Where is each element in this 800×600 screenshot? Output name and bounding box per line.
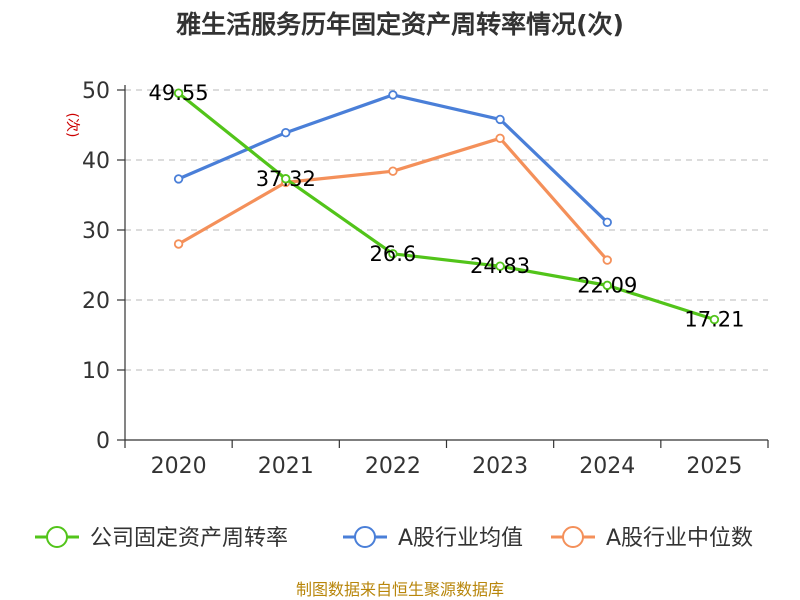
legend-label: A股行业中位数	[606, 526, 753, 551]
legend-swatch-marker	[46, 526, 68, 548]
grid-lines	[125, 89, 768, 371]
x-tick-label-2024: 2024	[579, 454, 635, 479]
source-note: 制图数据来自恒生聚源数据库	[296, 580, 504, 599]
x-tick-label-2022: 2022	[365, 454, 421, 479]
series-line-0	[177, 91, 715, 322]
data-label-2020: 49.55	[149, 81, 209, 105]
legend-item-0[interactable]: 公司固定资产周转率	[35, 526, 288, 551]
series-0	[173, 88, 720, 325]
data-labels: 49.55 37.32 26.6 24.83 22.09 17.21	[149, 81, 745, 331]
chart-title: 雅生活服务历年固定资产周转率情况(次)	[176, 10, 624, 39]
legend-swatch-marker	[354, 526, 376, 548]
data-point-2-4[interactable]	[602, 255, 612, 265]
data-point-2-0[interactable]	[173, 239, 184, 249]
data-point-0-4[interactable]	[602, 280, 612, 291]
legend-item-1[interactable]: A股行业均值	[343, 526, 523, 551]
data-label-2024: 22.09	[577, 273, 637, 297]
y-tick-label-10: 10	[82, 359, 110, 384]
x-tick-label-2023: 2023	[472, 454, 528, 479]
data-point-1-0[interactable]	[173, 174, 184, 184]
series	[173, 88, 720, 325]
y-tick-label-0: 0	[96, 429, 110, 454]
data-point-0-5[interactable]	[709, 314, 720, 325]
series-1	[173, 90, 612, 227]
legend-item-2[interactable]: A股行业中位数	[551, 526, 753, 551]
legend[interactable]: 公司固定资产周转率 A股行业均值 A股行业中位数	[35, 526, 753, 551]
data-point-0-2[interactable]	[388, 249, 398, 259]
data-label-2022: 26.6	[370, 242, 417, 266]
y-tick-label-20: 20	[82, 289, 110, 314]
data-point-1-3[interactable]	[495, 114, 505, 125]
x-tick-label-2020: 2020	[151, 454, 207, 479]
x-tick-label-2025: 2025	[686, 454, 742, 479]
data-label-2021: 37.32	[256, 167, 316, 191]
y-axis-unit: (次)	[64, 113, 80, 138]
x-tick-label-2021: 2021	[258, 454, 314, 479]
y-tick-label-50: 50	[82, 79, 110, 104]
data-point-1-2[interactable]	[388, 90, 398, 100]
series-line-1	[177, 93, 609, 224]
data-label-2023: 24.83	[470, 254, 530, 278]
data-point-2-2[interactable]	[388, 166, 398, 176]
y-tick-label-30: 30	[82, 219, 110, 244]
data-point-0-3[interactable]	[495, 261, 505, 271]
legend-label: 公司固定资产周转率	[90, 526, 288, 551]
data-point-0-1[interactable]	[281, 174, 291, 184]
legend-swatch-marker	[562, 526, 584, 548]
data-point-0-0[interactable]	[173, 88, 184, 98]
legend-label: A股行业均值	[398, 526, 523, 551]
data-point-1-1[interactable]	[281, 127, 291, 138]
axes: 0 10 20 30 40 50 2020 2021 2022 2023 2024 2025	[82, 79, 769, 479]
data-point-2-3[interactable]	[495, 133, 505, 143]
y-tick-label-40: 40	[82, 149, 110, 174]
data-point-1-4[interactable]	[602, 217, 612, 227]
data-label-2025: 17.21	[684, 308, 744, 332]
